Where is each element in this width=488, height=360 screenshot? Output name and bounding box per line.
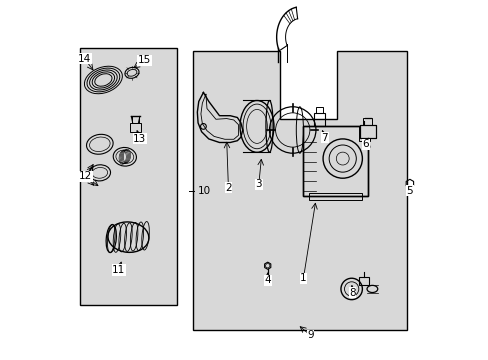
Text: 3: 3 <box>255 179 262 189</box>
Bar <box>358 126 369 141</box>
Bar <box>363 118 371 125</box>
Text: 7: 7 <box>321 133 327 143</box>
Bar <box>80 48 176 305</box>
Text: 9: 9 <box>306 330 313 341</box>
Bar <box>315 108 323 113</box>
Bar <box>303 126 367 196</box>
Text: 4: 4 <box>264 275 270 285</box>
Bar <box>132 116 139 123</box>
Bar <box>359 125 375 138</box>
Bar <box>313 113 324 126</box>
Text: 2: 2 <box>224 183 231 193</box>
Bar <box>308 193 362 200</box>
Text: 5: 5 <box>406 186 412 196</box>
Text: 12: 12 <box>79 171 92 181</box>
Text: 14: 14 <box>78 54 91 64</box>
Text: 12: 12 <box>79 171 92 181</box>
Text: 13: 13 <box>133 134 146 144</box>
Text: 11: 11 <box>112 265 125 275</box>
Text: 6: 6 <box>362 139 368 149</box>
Bar <box>359 125 375 138</box>
Text: 15: 15 <box>138 55 151 65</box>
Bar <box>303 126 367 196</box>
Text: 12: 12 <box>79 171 92 181</box>
Text: 8: 8 <box>348 288 355 297</box>
Bar <box>358 277 368 285</box>
Text: 1: 1 <box>300 273 306 283</box>
Bar <box>130 123 141 132</box>
Text: 10: 10 <box>198 186 211 196</box>
Polygon shape <box>192 51 406 330</box>
